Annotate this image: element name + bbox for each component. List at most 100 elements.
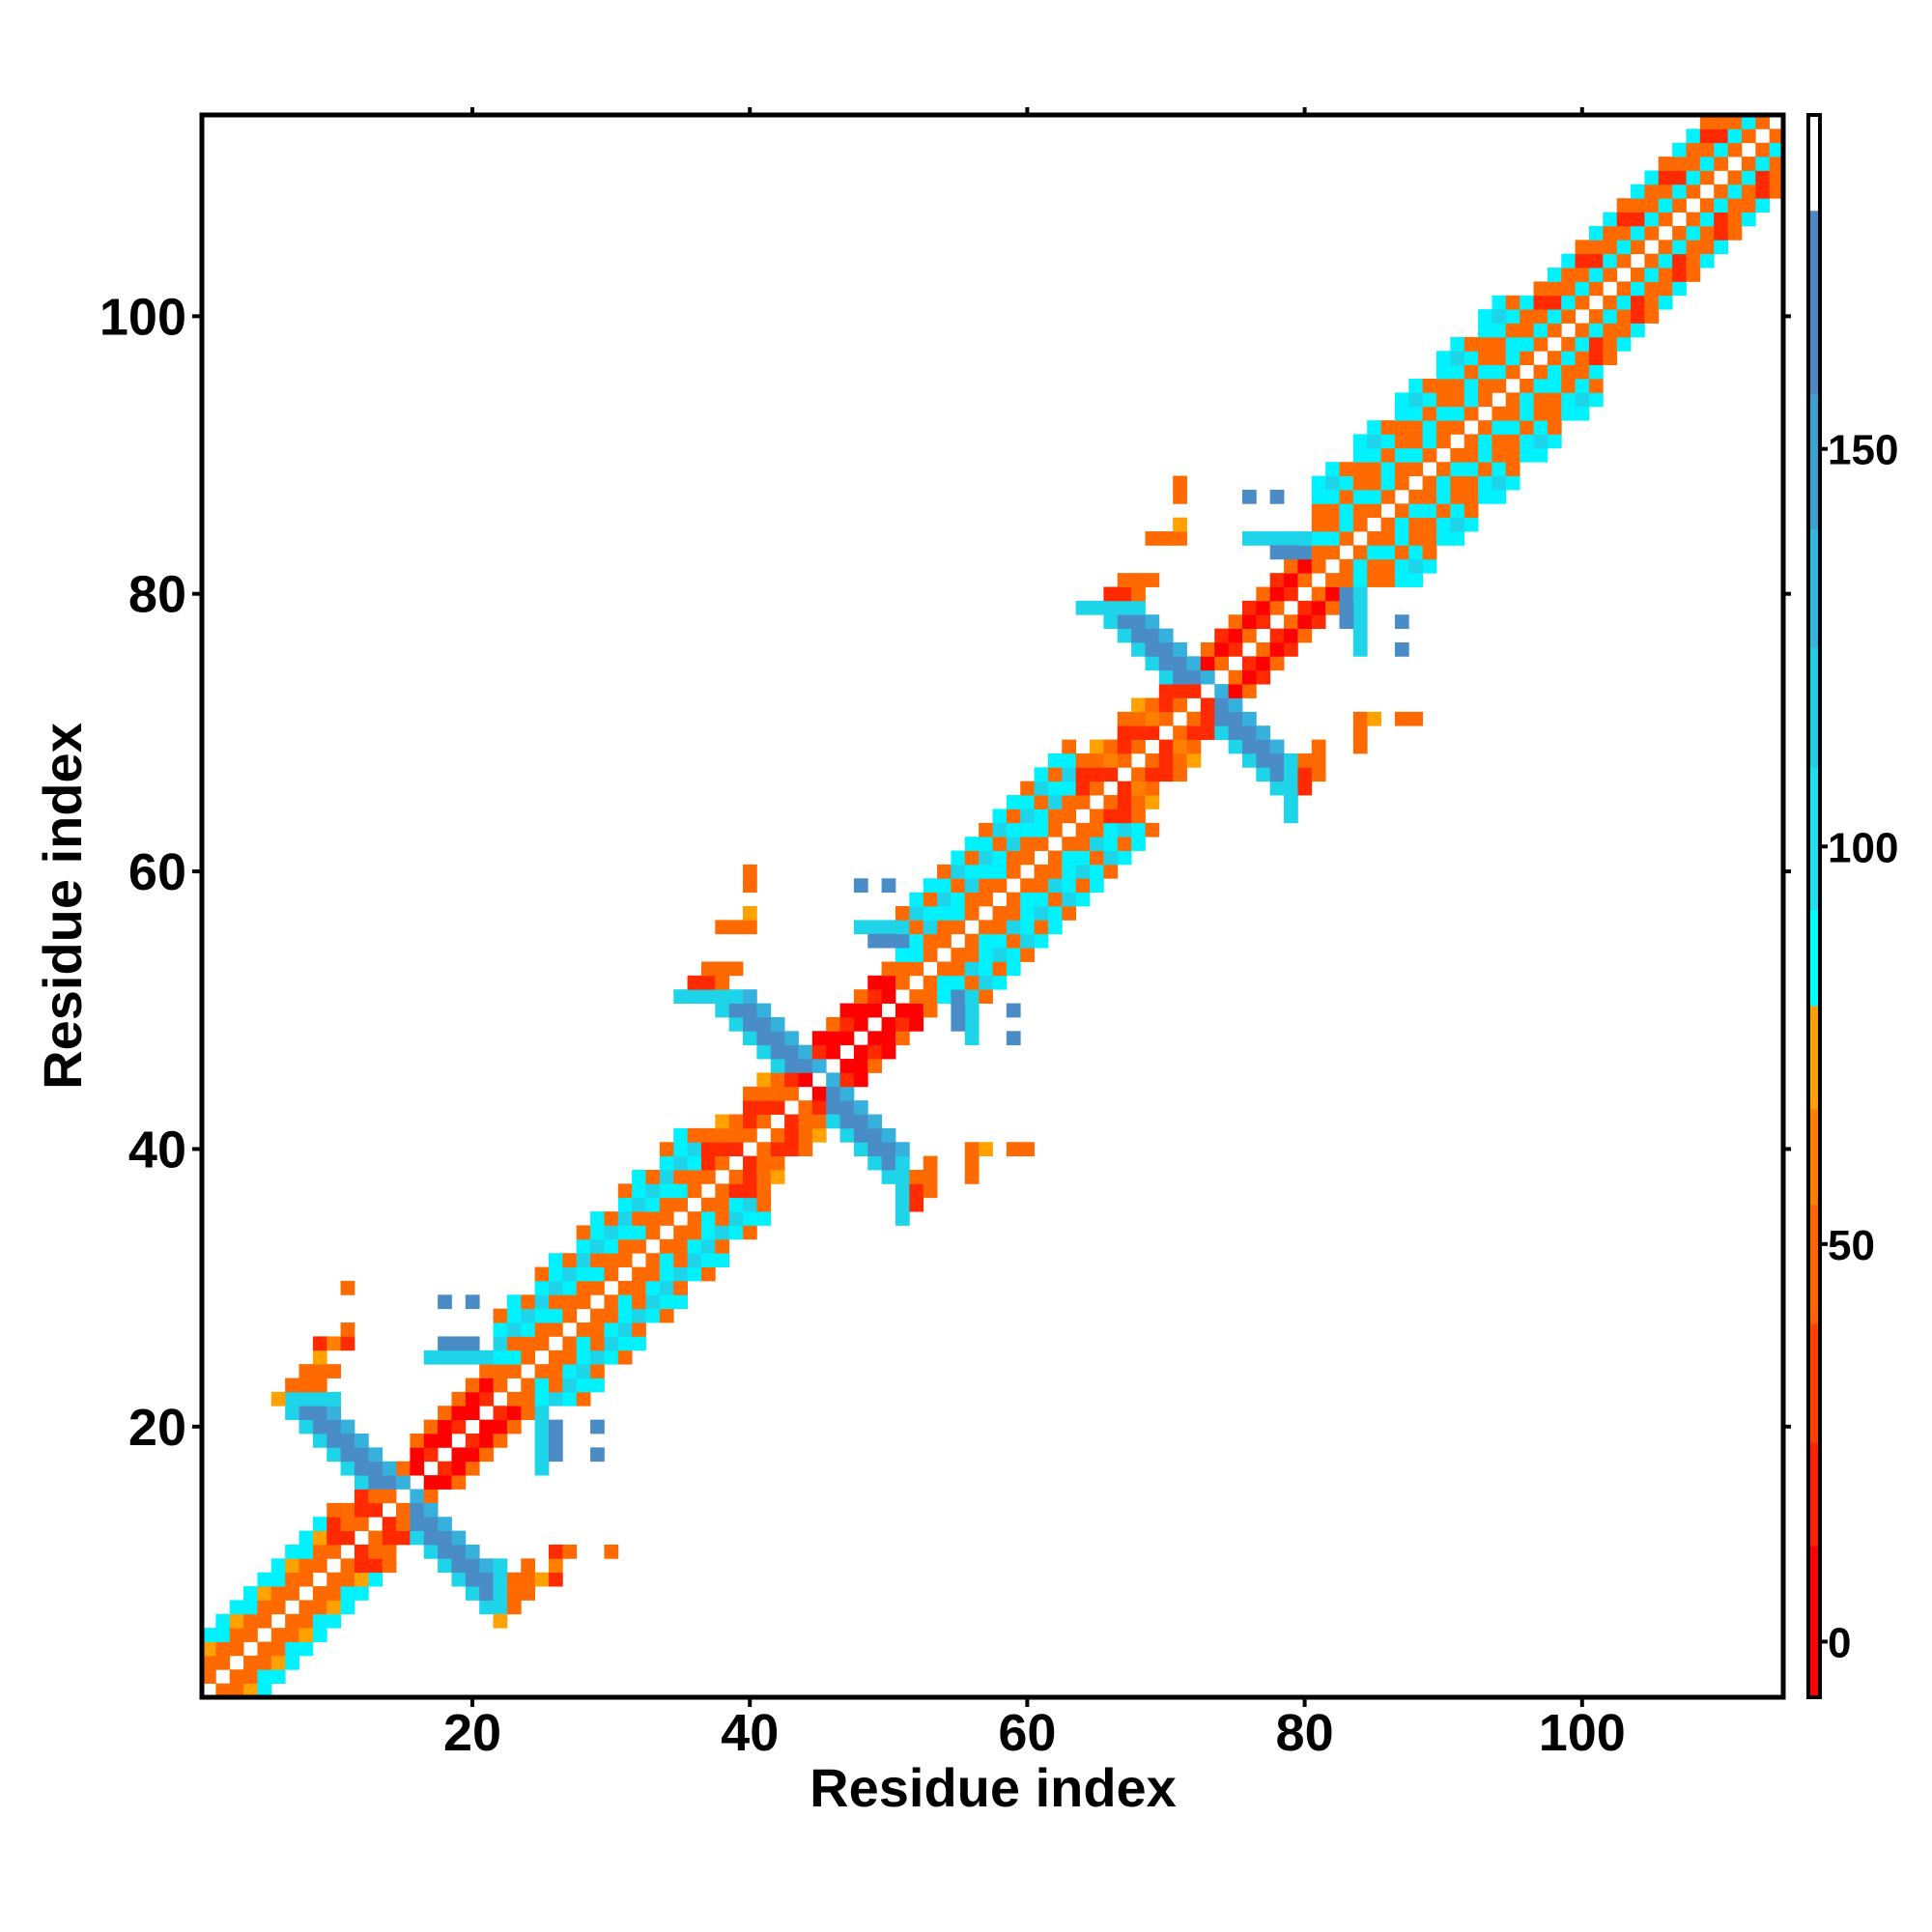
heatmap-cell xyxy=(576,1350,591,1365)
heatmap-cell xyxy=(923,878,938,894)
heatmap-cell xyxy=(1561,336,1577,352)
heatmap-cell xyxy=(1686,184,1701,199)
heatmap-cell xyxy=(340,1461,355,1476)
heatmap-cell xyxy=(1505,351,1520,366)
heatmap-cell xyxy=(1463,434,1479,449)
heatmap-cell xyxy=(770,1127,785,1143)
heatmap-cell xyxy=(853,1059,868,1073)
heatmap-cell xyxy=(1284,573,1298,587)
heatmap-cell xyxy=(909,933,924,949)
heatmap-cell xyxy=(923,989,938,1004)
heatmap-cell xyxy=(1311,753,1326,768)
heatmap-cell xyxy=(770,1100,785,1115)
heatmap-cell xyxy=(1090,822,1104,838)
heatmap-cell xyxy=(1436,462,1451,476)
heatmap-cell xyxy=(811,1059,827,1073)
heatmap-cell xyxy=(1463,336,1479,352)
heatmap-cell xyxy=(382,1461,397,1476)
heatmap-cell xyxy=(1380,420,1396,435)
heatmap-cell xyxy=(1352,711,1368,726)
heatmap-cell xyxy=(1173,475,1187,491)
heatmap-cell xyxy=(1173,753,1187,768)
heatmap-cell xyxy=(1714,212,1728,227)
heatmap-cell xyxy=(327,1613,341,1629)
heatmap-cell xyxy=(506,1322,522,1337)
heatmap-cell xyxy=(243,1669,258,1685)
heatmap-cell xyxy=(1117,753,1132,768)
heatmap-cell xyxy=(534,1280,550,1295)
heatmap-cell xyxy=(312,1613,327,1629)
heatmap-cell xyxy=(1699,170,1715,185)
heatmap-cell xyxy=(1422,379,1437,393)
heatmap-cell xyxy=(1686,253,1701,269)
heatmap-cell xyxy=(1241,614,1257,630)
heatmap-cell xyxy=(1339,531,1354,546)
heatmap-cell xyxy=(992,837,1008,851)
heatmap-cell xyxy=(1269,489,1285,504)
heatmap-cell xyxy=(1463,379,1479,393)
heatmap-cell xyxy=(1047,822,1063,838)
heatmap-cell xyxy=(687,1225,702,1240)
heatmap-cell xyxy=(770,1072,785,1088)
heatmap-cell xyxy=(1062,837,1077,851)
heatmap-cell xyxy=(1269,767,1285,782)
heatmap-cell xyxy=(1603,323,1618,338)
heatmap-cell xyxy=(1284,781,1298,796)
heatmap-cell xyxy=(659,1155,674,1171)
heatmap-cell xyxy=(576,1294,591,1310)
heatmap-cell xyxy=(423,1544,439,1559)
heatmap-cell xyxy=(1436,392,1451,408)
heatmap-cell xyxy=(715,1253,730,1267)
heatmap-cell xyxy=(1352,462,1368,476)
heatmap-cell xyxy=(1090,864,1104,879)
heatmap-cell xyxy=(1241,725,1257,740)
heatmap-cell xyxy=(1269,753,1285,768)
heatmap-cell xyxy=(1520,420,1534,435)
heatmap-cell xyxy=(479,1558,494,1574)
heatmap-cell xyxy=(534,1461,550,1476)
heatmap-cell xyxy=(632,1322,646,1337)
heatmap-cell xyxy=(506,1350,522,1365)
heatmap-cell xyxy=(1173,684,1187,698)
heatmap-cell xyxy=(881,1044,896,1060)
heatmap-cell xyxy=(604,1225,619,1240)
heatmap-cell xyxy=(1686,240,1701,255)
heatmap-cell xyxy=(1311,475,1326,491)
heatmap-cell xyxy=(548,1364,563,1378)
heatmap-cell xyxy=(1158,531,1174,546)
heatmap-cell xyxy=(479,1572,494,1587)
heatmap-cell xyxy=(1117,822,1132,838)
heatmap-cell xyxy=(340,1322,355,1337)
heatmap-cell xyxy=(493,1572,508,1587)
heatmap-cell xyxy=(1492,447,1507,463)
heatmap-cell xyxy=(992,961,1008,977)
heatmap-cell xyxy=(1186,669,1202,685)
heatmap-cell xyxy=(1103,753,1119,768)
heatmap-cell xyxy=(853,1114,868,1129)
heatmap-cell xyxy=(1284,545,1298,560)
heatmap-cell xyxy=(1311,614,1326,630)
heatmap-cell xyxy=(1367,558,1381,574)
heatmap-cell xyxy=(700,1170,716,1184)
heatmap-cell xyxy=(1588,379,1604,393)
heatmap-cell xyxy=(438,1406,452,1421)
heatmap-cell xyxy=(1658,240,1673,255)
heatmap-cell xyxy=(451,1336,467,1351)
heatmap-cell xyxy=(1505,447,1520,463)
heatmap-cell xyxy=(1034,878,1049,894)
heatmap-cell xyxy=(1547,379,1562,393)
heatmap-cell xyxy=(1714,184,1728,199)
heatmap-cell xyxy=(590,1350,605,1365)
heatmap-cell xyxy=(493,1308,508,1323)
heatmap-cell xyxy=(1408,379,1424,393)
heatmap-cell xyxy=(451,1572,467,1587)
heatmap-cell xyxy=(798,1142,813,1157)
heatmap-cell xyxy=(1339,600,1354,615)
heatmap-cell xyxy=(951,920,966,935)
heatmap-cell xyxy=(1380,517,1396,532)
heatmap-cell xyxy=(312,1558,327,1574)
heatmap-cell xyxy=(867,1003,883,1018)
heatmap-cell xyxy=(617,1253,633,1267)
heatmap-cell xyxy=(1339,503,1354,519)
